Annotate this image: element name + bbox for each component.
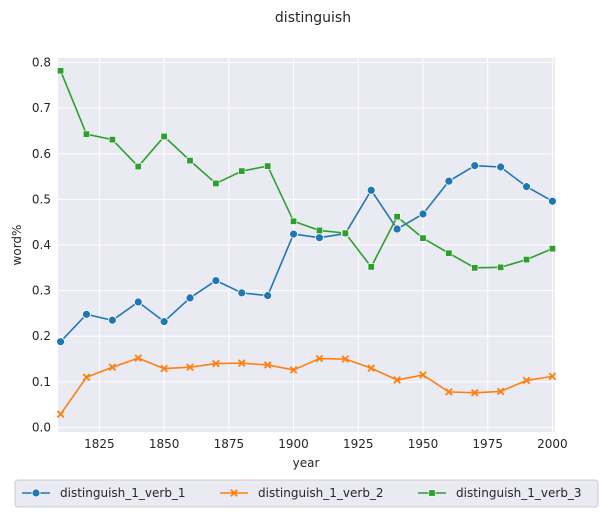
series-line-1 (60, 164, 553, 343)
data-point-series-3 (341, 229, 349, 237)
data-point-series-3 (315, 226, 323, 234)
data-point-series-2 (212, 359, 220, 368)
x-tick-label: 2000 (537, 437, 568, 451)
x-tick-label: 1850 (149, 437, 180, 451)
data-point-series-2 (445, 388, 453, 396)
data-point-series-1 (392, 224, 402, 234)
x-tick-label: 1925 (343, 437, 374, 451)
data-point-series-1 (159, 317, 169, 327)
data-point-series-1 (315, 233, 324, 243)
data-point-series-2 (108, 363, 117, 372)
data-point-series-3 (497, 263, 505, 271)
data-point-series-1 (522, 182, 531, 192)
data-point-series-1 (211, 276, 221, 285)
data-point-series-2 (470, 388, 479, 397)
series-line-3 (59, 70, 553, 269)
data-point-series-3 (57, 67, 65, 75)
data-point-series-1 (263, 291, 273, 301)
legend: distinguish_1_verb_1 distinguish_1_verb_2… (14, 479, 599, 508)
data-point-series-1 (444, 176, 454, 186)
data-point-series-1 (366, 185, 376, 195)
x-tick-label: 1875 (214, 437, 245, 451)
y-tick-label: 0.6 (32, 147, 51, 161)
y-tick-label: 0.5 (32, 192, 51, 206)
x-tick-label: 1950 (408, 437, 439, 451)
y-tick-label: 0.7 (32, 101, 51, 115)
x-tick-label: 1825 (84, 437, 115, 451)
data-point-series-3 (290, 217, 298, 225)
data-point-series-2 (237, 359, 246, 367)
data-point-series-1 (470, 161, 480, 171)
data-point-series-1 (107, 315, 117, 325)
data-point-series-2 (263, 361, 272, 369)
x-axis-label: year (293, 456, 320, 470)
data-point-series-3 (186, 157, 194, 165)
chart-title: distinguish (275, 10, 351, 26)
data-point-series-3 (367, 263, 375, 271)
data-point-series-3 (108, 136, 116, 144)
data-point-series-3 (393, 213, 401, 221)
data-point-series-2 (419, 371, 427, 379)
data-point-series-3 (471, 264, 479, 272)
data-point-series-3 (548, 245, 556, 253)
data-point-series-1 (82, 309, 91, 319)
series-line-2 (59, 357, 553, 415)
y-tick-label: 0.4 (32, 238, 51, 252)
legend-marker-1 (31, 488, 41, 498)
y-axis-ticks: 0.0 0.1 0.2 0.3 0.4 0.5 0.6 0.7 0.8 (32, 56, 51, 435)
data-point-series-3 (523, 256, 531, 264)
series-markers (56, 67, 557, 419)
data-point-series-1 (496, 162, 506, 172)
legend-label-3: distinguish_1_verb_3 (456, 486, 582, 500)
data-point-series-1 (418, 209, 428, 219)
data-point-series-2 (522, 376, 531, 385)
data-point-series-2 (186, 363, 194, 372)
data-point-series-2 (56, 410, 65, 419)
data-point-series-3 (419, 234, 427, 242)
data-point-series-2 (367, 364, 376, 372)
y-tick-label: 0.1 (32, 375, 51, 389)
data-point-series-3 (264, 162, 272, 170)
legend-label-1: distinguish_1_verb_1 (60, 486, 186, 500)
x-tick-label: 1975 (472, 437, 503, 451)
data-point-series-2 (315, 354, 324, 363)
data-point-series-2 (289, 366, 298, 374)
data-point-series-2 (82, 373, 91, 382)
data-point-series-3 (160, 132, 168, 140)
data-point-series-1 (185, 293, 195, 303)
data-point-series-3 (134, 163, 142, 171)
legend-marker-2 (230, 489, 238, 497)
data-point-series-1 (548, 196, 557, 206)
data-point-series-3 (445, 249, 453, 257)
data-point-series-1 (289, 229, 298, 239)
y-tick-label: 0.2 (32, 329, 51, 343)
data-point-series-1 (56, 337, 65, 347)
y-tick-label: 0.0 (32, 420, 51, 434)
y-tick-label: 0.8 (32, 56, 51, 70)
data-point-series-2 (496, 387, 505, 396)
data-point-series-2 (548, 372, 557, 381)
data-point-series-3 (212, 179, 220, 187)
data-point-series-3 (238, 167, 246, 175)
data-point-series-2 (341, 355, 350, 363)
data-point-series-1 (133, 297, 143, 307)
data-point-series-2 (134, 354, 143, 362)
series-lines (59, 70, 553, 415)
x-axis-ticks: 1825 1850 1875 1900 1925 1950 1975 2000 (84, 437, 568, 451)
data-point-series-2 (160, 364, 168, 373)
data-point-series-3 (82, 130, 90, 138)
legend-marker-3 (428, 489, 436, 497)
y-axis-label: word% (10, 225, 24, 266)
legend-label-2: distinguish_1_verb_2 (258, 486, 384, 500)
x-tick-label: 1900 (278, 437, 309, 451)
y-tick-label: 0.3 (32, 284, 51, 298)
legend-box (14, 479, 599, 508)
data-point-series-1 (237, 288, 247, 298)
data-point-series-2 (393, 376, 401, 384)
